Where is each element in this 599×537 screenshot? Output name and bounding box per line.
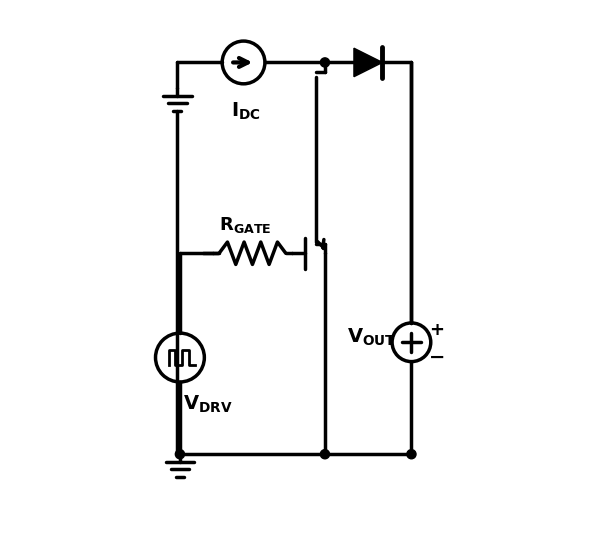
Circle shape: [320, 449, 329, 459]
Text: +: +: [429, 321, 444, 338]
Text: $\mathbf{I_{DC}}$: $\mathbf{I_{DC}}$: [231, 100, 261, 122]
Text: $\mathbf{V_{OUT}}$: $\mathbf{V_{OUT}}$: [347, 326, 397, 348]
Text: −: −: [429, 348, 445, 367]
Circle shape: [176, 449, 184, 459]
Polygon shape: [354, 48, 382, 77]
Circle shape: [407, 449, 416, 459]
Circle shape: [320, 58, 329, 67]
Text: $\mathbf{R_{GATE}}$: $\mathbf{R_{GATE}}$: [219, 215, 271, 235]
Text: $\mathbf{V_{DRV}}$: $\mathbf{V_{DRV}}$: [183, 394, 233, 416]
